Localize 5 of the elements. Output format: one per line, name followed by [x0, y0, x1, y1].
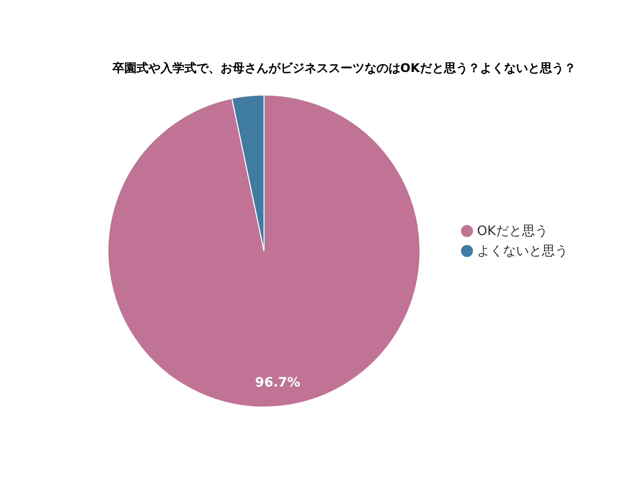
data-label: 96.7%: [255, 375, 300, 390]
legend-label: よくないと思う: [477, 244, 568, 259]
legend-label: OKだと思う: [477, 224, 548, 239]
chart-title: 卒園式や入学式で、お母さんがビジネススーツなのはOKだと思う？よくないと思う？: [111, 60, 577, 77]
pie-slice: [108, 94, 420, 408]
